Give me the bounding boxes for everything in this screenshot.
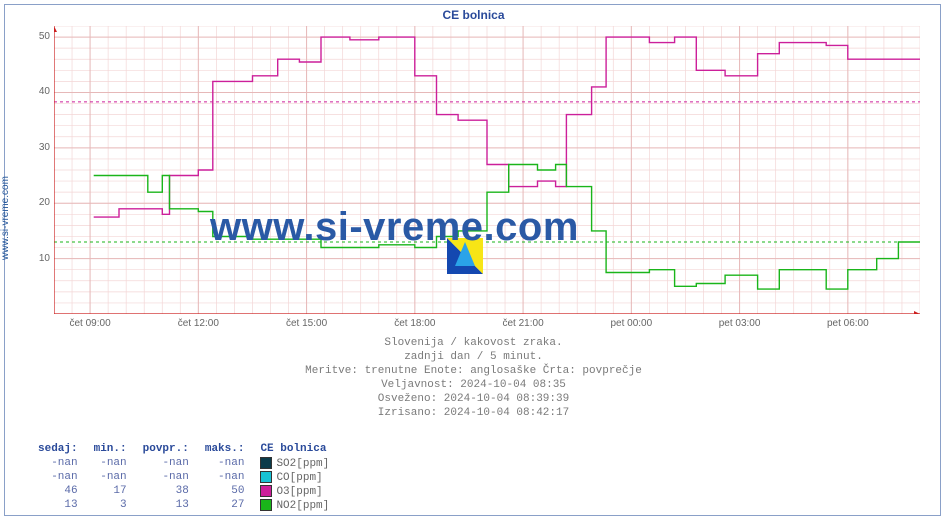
legend-value: 3	[86, 498, 135, 512]
legend-series-cell: CO[ppm]	[252, 470, 337, 484]
legend-value: 46	[30, 484, 86, 498]
x-tick-label: pet 00:00	[610, 318, 652, 329]
legend-value: 17	[86, 484, 135, 498]
legend-value: 50	[197, 484, 253, 498]
watermark-text: www.si-vreme.com	[210, 205, 579, 250]
footer-line: Meritve: trenutne Enote: anglosaške Črta…	[0, 364, 947, 378]
legend-value: -nan	[86, 456, 135, 470]
footer-line: Izrisano: 2024-10-04 08:42:17	[0, 406, 947, 420]
footer-line: zadnji dan / 5 minut.	[0, 350, 947, 364]
plot-area	[54, 26, 920, 314]
legend-series-cell: SO2[ppm]	[252, 456, 337, 470]
y-tick-label: 10	[20, 253, 50, 264]
x-tick-label: čet 15:00	[286, 318, 327, 329]
x-tick-label: čet 09:00	[70, 318, 111, 329]
legend-value: 27	[197, 498, 253, 512]
legend-row: 46173850 O3[ppm]	[30, 484, 337, 498]
legend-row: 1331327NO2[ppm]	[30, 498, 337, 512]
legend-value: -nan	[30, 456, 86, 470]
legend-row: -nan-nan-nan-nanCO[ppm]	[30, 470, 337, 484]
legend-value: -nan	[135, 456, 197, 470]
x-tick-label: čet 21:00	[503, 318, 544, 329]
legend-table: sedaj: min.: povpr.: maks.: CE bolnica -…	[30, 442, 337, 512]
y-tick-label: 30	[20, 142, 50, 153]
legend-head-now: sedaj:	[30, 442, 86, 456]
footer-line: Slovenija / kakovost zraka.	[0, 336, 947, 350]
legend-series-label: O3[ppm]	[276, 485, 322, 497]
chart-footer: Slovenija / kakovost zraka.zadnji dan / …	[0, 336, 947, 420]
y-tick-label: 20	[20, 197, 50, 208]
legend-value: 38	[135, 484, 197, 498]
footer-line: Osveženo: 2024-10-04 08:39:39	[0, 392, 947, 406]
legend-header-row: sedaj: min.: povpr.: maks.: CE bolnica	[30, 442, 337, 456]
legend-series-label: NO2[ppm]	[276, 499, 329, 511]
legend-series-label: SO2[ppm]	[276, 457, 329, 469]
legend-value: 13	[30, 498, 86, 512]
x-tick-label: čet 18:00	[394, 318, 435, 329]
legend-series-cell: NO2[ppm]	[252, 498, 337, 512]
x-tick-label: pet 06:00	[827, 318, 869, 329]
legend-row: -nan-nan-nan-nanSO2[ppm]	[30, 456, 337, 470]
legend-swatch-icon	[260, 499, 272, 511]
legend-head-name: CE bolnica	[252, 442, 337, 456]
y-tick-label: 50	[20, 31, 50, 42]
y-tick-label: 40	[20, 86, 50, 97]
legend-series-label: CO[ppm]	[276, 471, 322, 483]
footer-line: Veljavnost: 2024-10-04 08:35	[0, 378, 947, 392]
legend-value: 13	[135, 498, 197, 512]
legend-series-cell: O3[ppm]	[252, 484, 337, 498]
x-tick-label: čet 12:00	[178, 318, 219, 329]
legend-value: -nan	[197, 456, 253, 470]
legend-value: -nan	[86, 470, 135, 484]
legend-value: -nan	[135, 470, 197, 484]
legend-head-min: min.:	[86, 442, 135, 456]
legend-head-max: maks.:	[197, 442, 253, 456]
x-tick-label: pet 03:00	[719, 318, 761, 329]
legend-value: -nan	[30, 470, 86, 484]
legend-head-avg: povpr.:	[135, 442, 197, 456]
chart-title: CE bolnica	[0, 8, 947, 22]
legend-value: -nan	[197, 470, 253, 484]
legend-swatch-icon	[260, 457, 272, 469]
legend-swatch-icon	[260, 485, 272, 497]
legend-swatch-icon	[260, 471, 272, 483]
chart-svg	[54, 26, 920, 314]
side-site-label-text: www.si-vreme.com	[0, 176, 11, 260]
